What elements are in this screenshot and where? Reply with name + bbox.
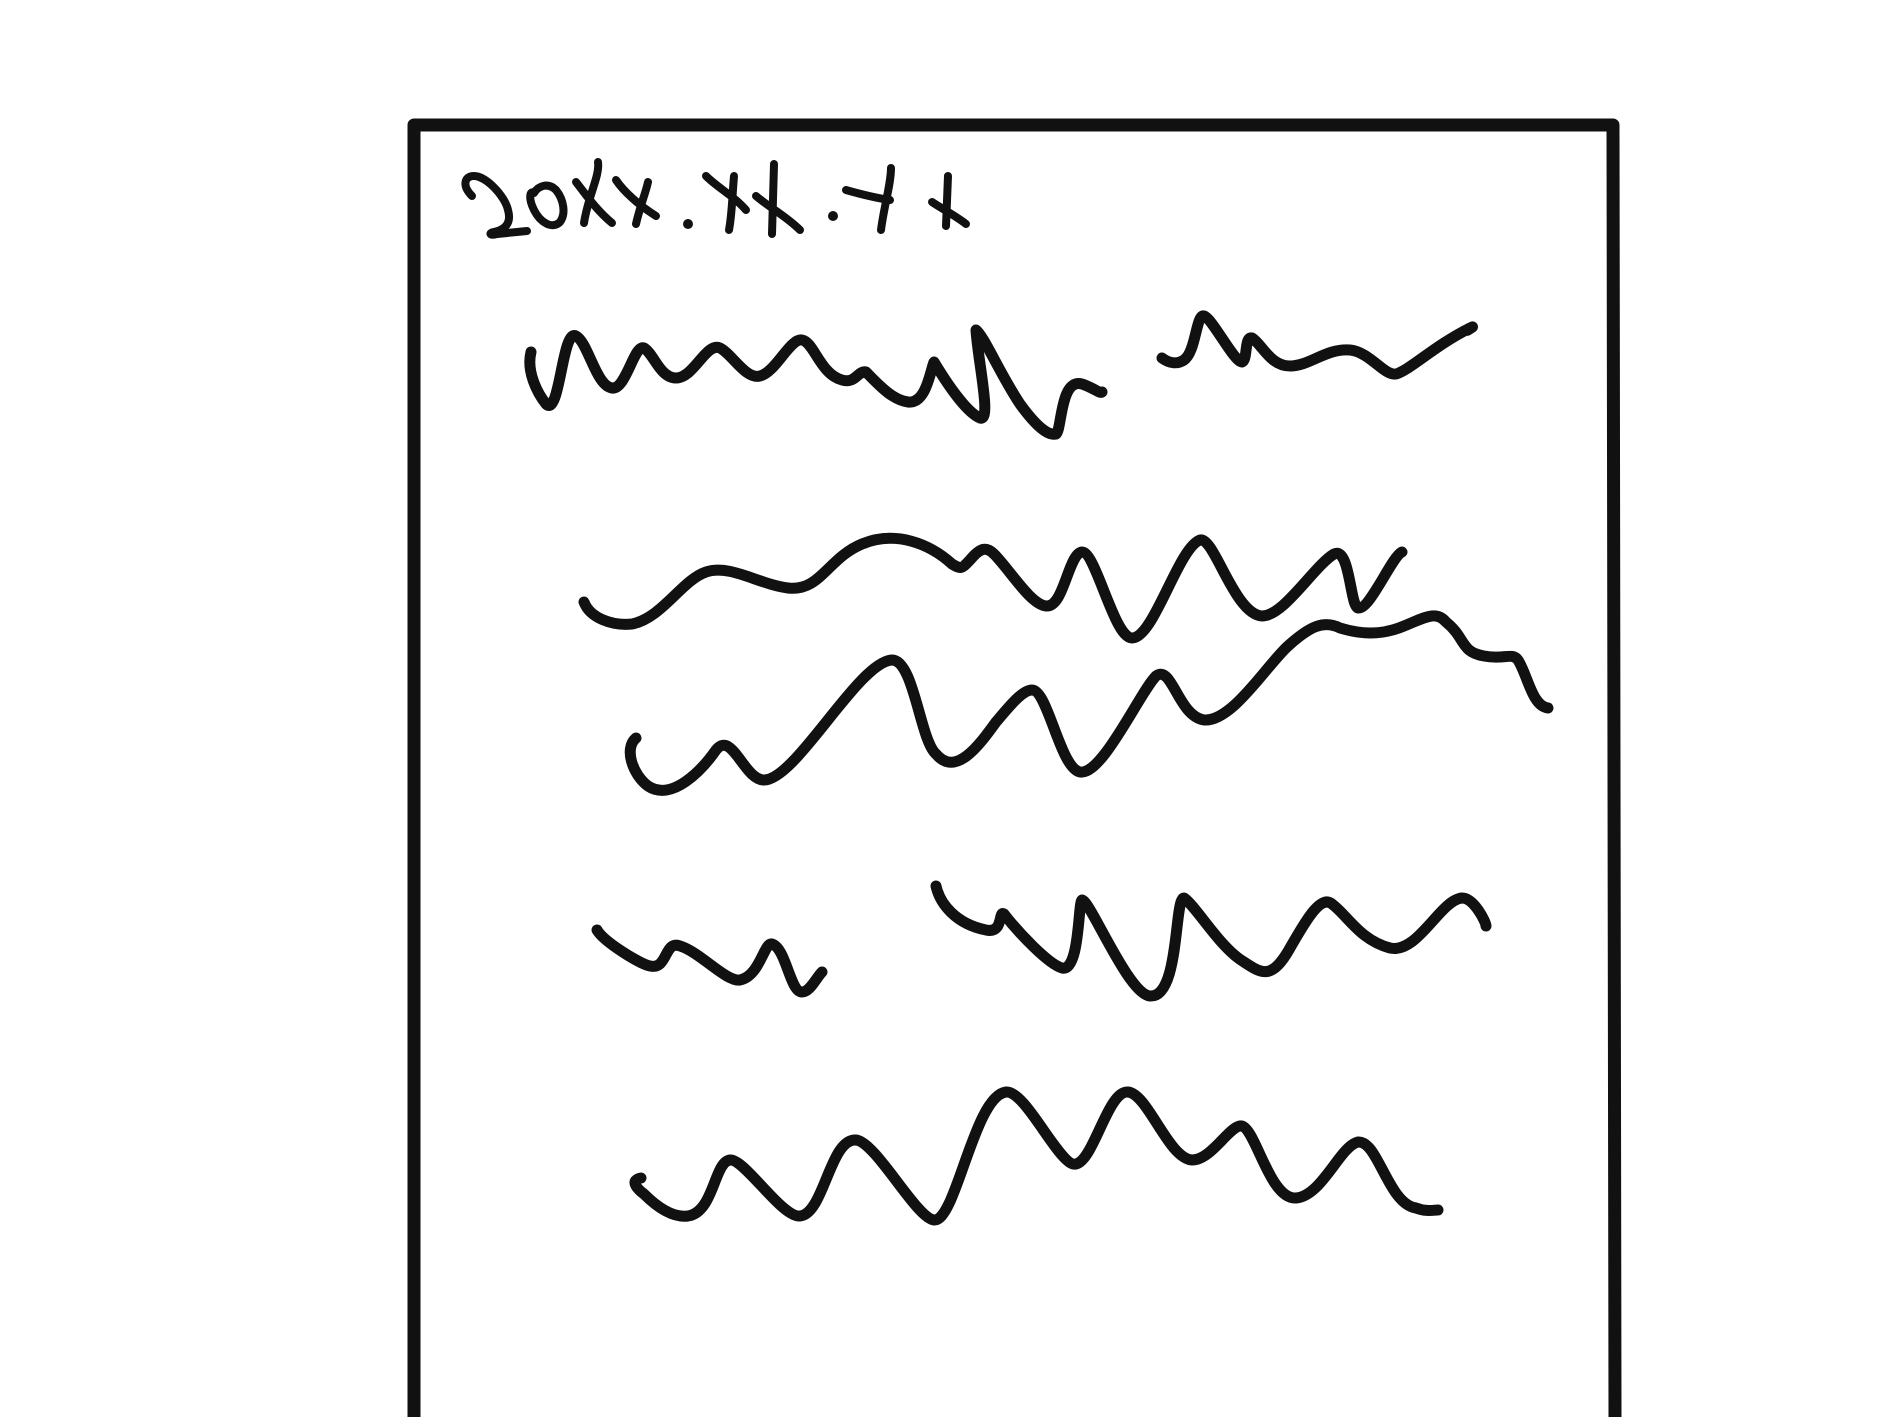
date-char-x6 <box>928 172 970 230</box>
scribble-line-1b <box>1156 310 1478 380</box>
document-frame <box>407 118 1622 1417</box>
scribble-line-4b <box>930 880 1492 1002</box>
scribble-line-2 <box>578 532 1408 644</box>
date-char-0 <box>526 181 568 230</box>
scribble-line-1 <box>524 324 1108 440</box>
scribble-line-3 <box>624 610 1554 796</box>
scribble-line-4a <box>591 924 828 998</box>
scribble-line-5 <box>629 1086 1444 1226</box>
date-char-x3 <box>702 172 750 234</box>
date-char-x4 <box>752 160 804 238</box>
date-dot-2 <box>828 211 838 221</box>
date-handwriting <box>461 158 970 239</box>
date-char-x1 <box>572 158 616 227</box>
date-char-2 <box>461 172 531 239</box>
date-dot-1 <box>683 219 693 229</box>
date-char-x5 <box>842 164 895 234</box>
date-char-x2 <box>612 176 660 228</box>
